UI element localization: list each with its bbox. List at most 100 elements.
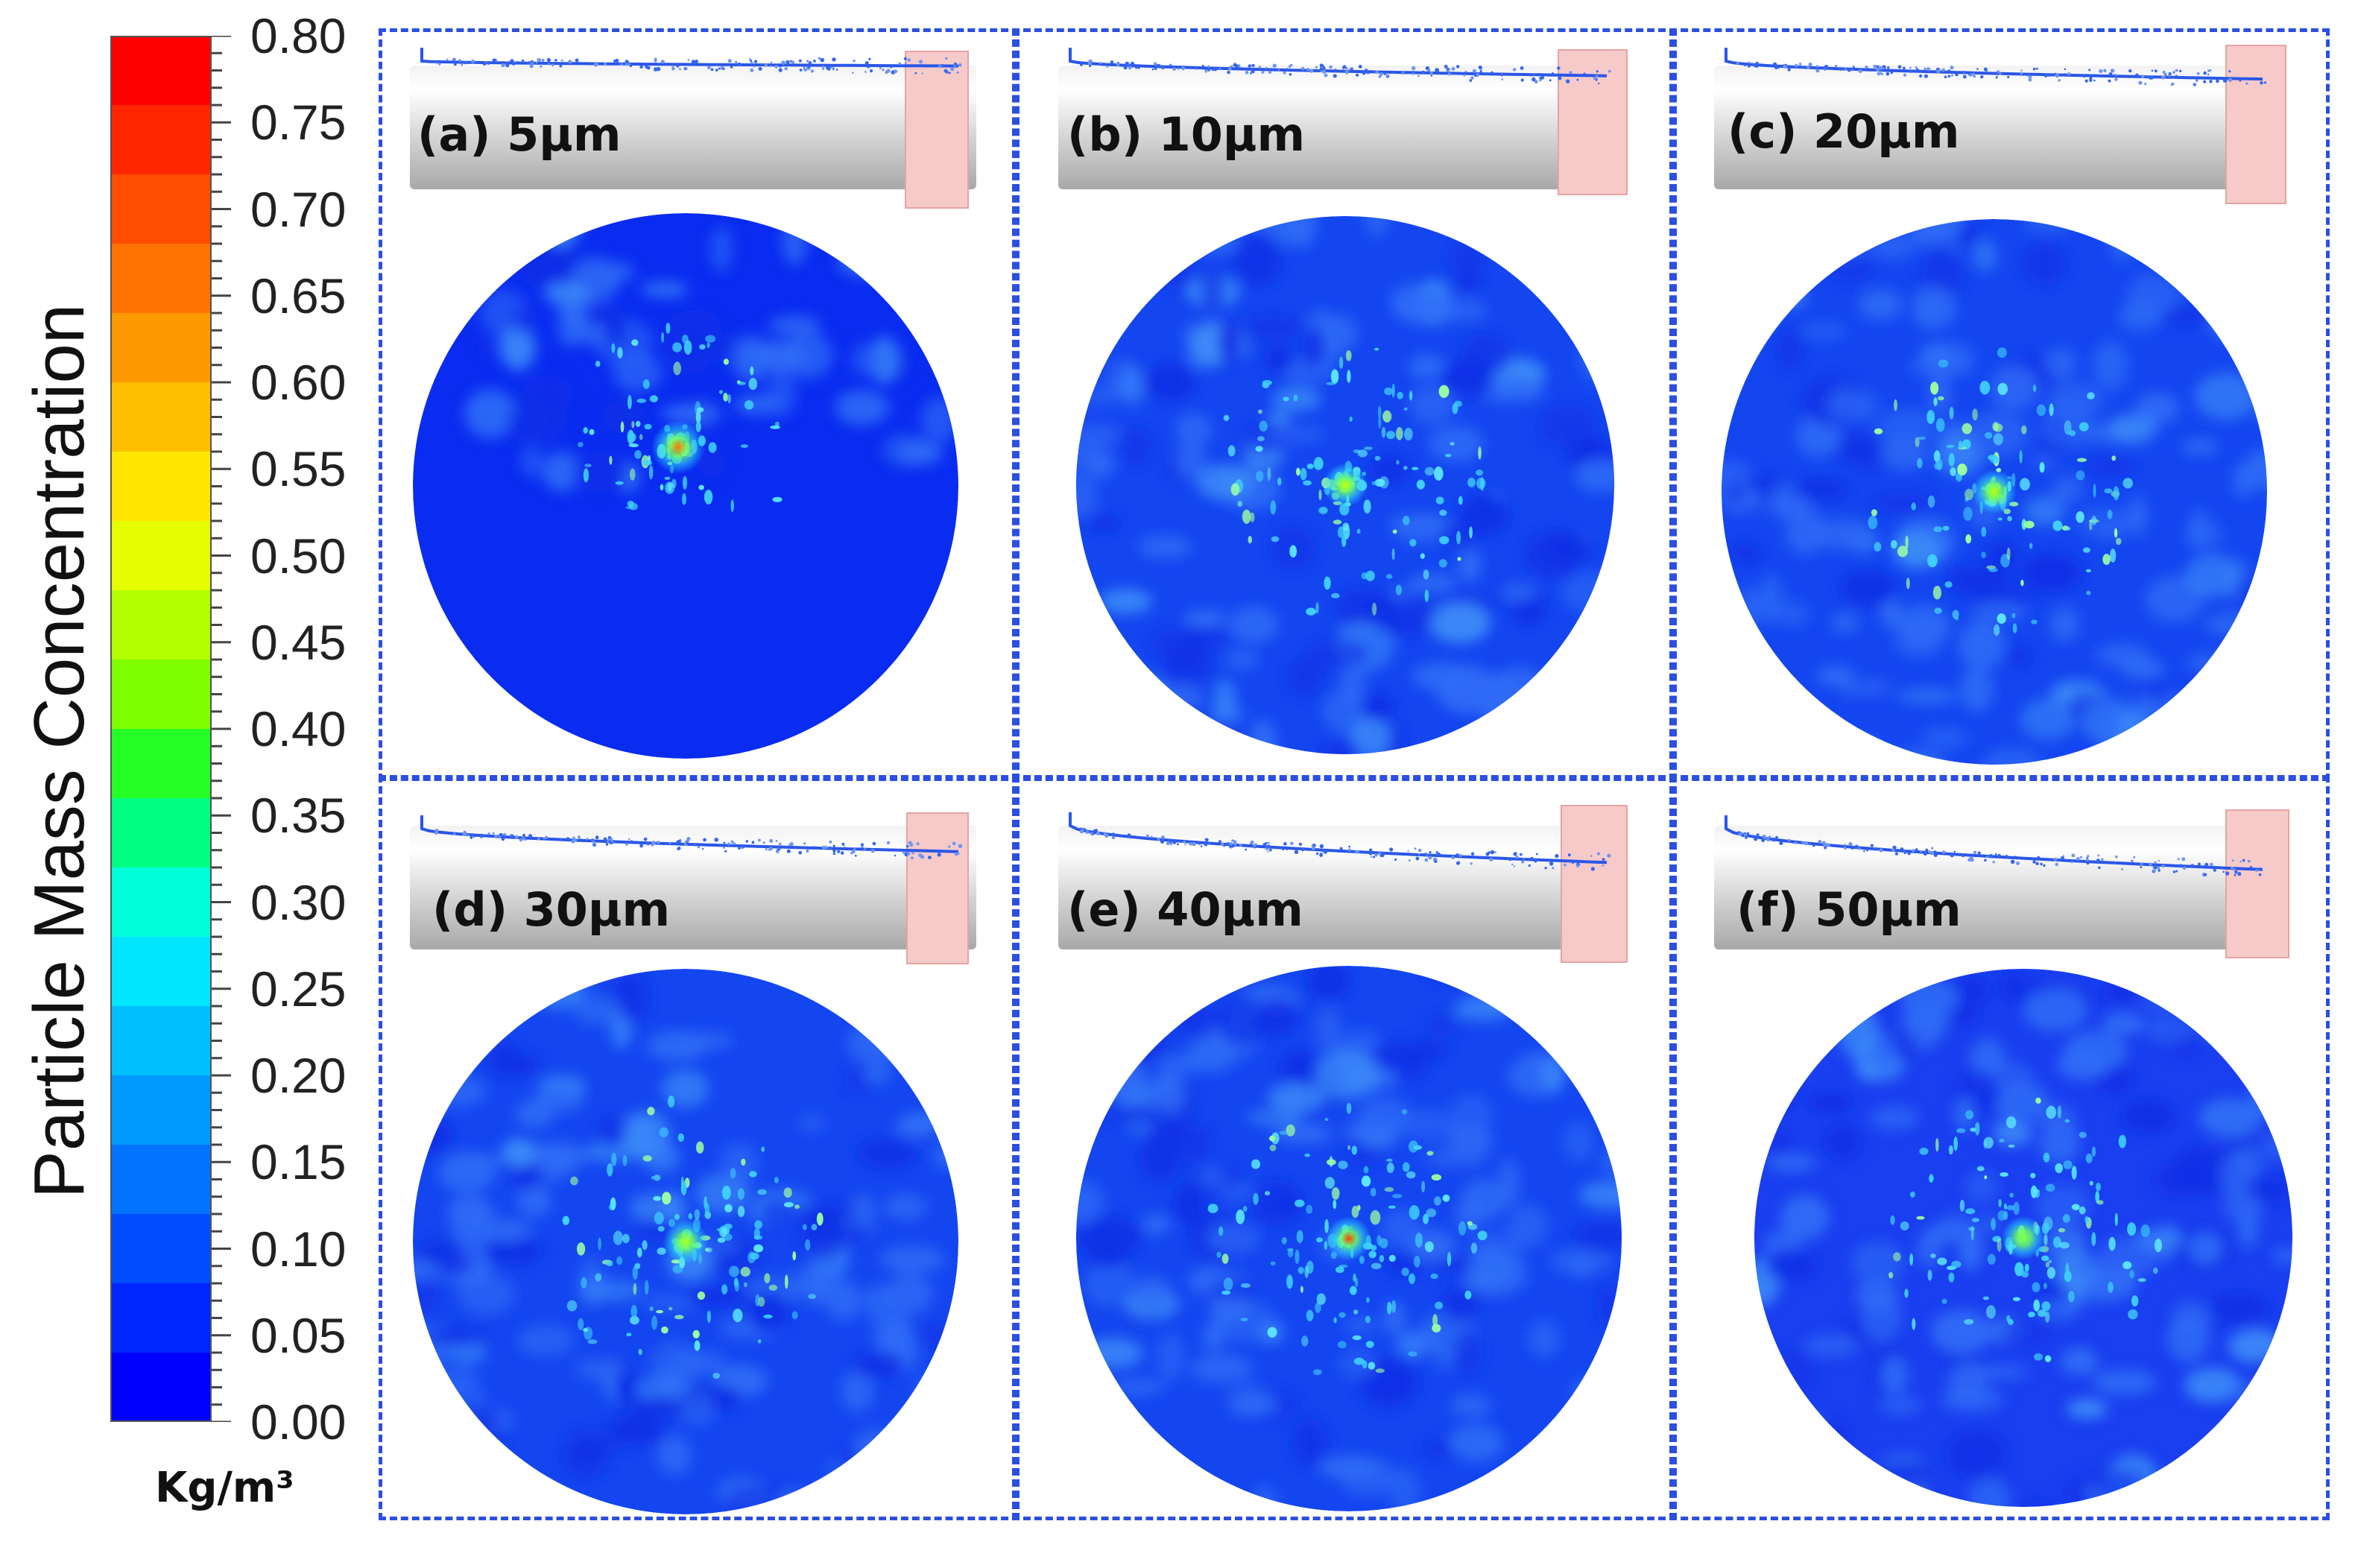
- particle-dot: [1394, 858, 1397, 862]
- particle-dot: [762, 841, 765, 844]
- particle-dot: [575, 58, 579, 63]
- particle-dot: [461, 63, 464, 66]
- particle-dot: [2203, 71, 2207, 75]
- concentration-speck: [2095, 1191, 2100, 1203]
- particle-dot: [1862, 850, 1866, 853]
- concentration-blob: [1598, 1067, 1620, 1116]
- particle-dot: [1976, 68, 1979, 70]
- particle-dot: [1230, 65, 1233, 68]
- particle-dot: [870, 849, 875, 853]
- particle-dot: [2175, 75, 2178, 78]
- concentration-speck: [583, 468, 589, 483]
- frame-top-right: [1669, 28, 2330, 781]
- particle-dot: [1451, 66, 1455, 71]
- particle-dot: [2239, 79, 2242, 82]
- concentration-speck: [2006, 1205, 2015, 1211]
- particle-dot: [1231, 839, 1234, 842]
- concentration-blob: [1870, 1106, 1919, 1131]
- particle-dot: [2161, 75, 2166, 80]
- particle-dot: [837, 850, 841, 853]
- concentration-speck: [2114, 1213, 2118, 1227]
- concentration-blob: [1765, 1153, 1817, 1172]
- particle-dot: [2029, 75, 2032, 79]
- particle-dot: [1915, 848, 1918, 852]
- particle-dot: [1343, 65, 1346, 69]
- particle-dot: [2103, 69, 2107, 73]
- concentration-speck: [1269, 1144, 1277, 1151]
- concentration-blob: [1400, 1109, 1455, 1141]
- trajectory-path: [1725, 48, 2263, 81]
- concentration-speck: [642, 1240, 648, 1251]
- concentration-speck: [706, 1310, 711, 1323]
- particle-dot: [1315, 66, 1318, 69]
- particle-dot: [1145, 834, 1149, 838]
- particle-dot: [1315, 852, 1319, 856]
- concentration-speck: [1301, 1335, 1309, 1347]
- pipe-outlet: [2225, 45, 2286, 204]
- particle-dot: [1844, 847, 1847, 850]
- particle-dot: [1494, 851, 1496, 853]
- particle-dot: [1774, 66, 1778, 69]
- particle-dot: [1412, 66, 1416, 71]
- concentration-speck: [1934, 607, 1942, 614]
- concentration-blob: [679, 1391, 716, 1426]
- concentration-blob: [1228, 606, 1279, 644]
- particle-dot: [2196, 72, 2200, 75]
- concentration-speck: [578, 1318, 584, 1330]
- concentration-speck: [2052, 520, 2063, 531]
- particle-dot: [1444, 64, 1448, 69]
- particle-dot: [1084, 828, 1087, 831]
- particle-dot: [695, 60, 698, 63]
- particle-dot: [1576, 864, 1580, 868]
- concentration-blob: [1874, 976, 1900, 999]
- concentration-speck: [1250, 512, 1255, 522]
- concentration-blob: [448, 1341, 487, 1365]
- concentration-speck: [740, 444, 748, 448]
- particle-dot: [654, 67, 658, 72]
- particle-dot: [2114, 862, 2117, 864]
- concentration-speck: [1283, 396, 1289, 402]
- concentration-blob: [1729, 544, 1763, 562]
- concentration-blob: [1075, 287, 1121, 327]
- particle-dot: [2036, 67, 2038, 70]
- particle-dot: [1401, 72, 1404, 75]
- concentration-blob: [1305, 639, 1369, 671]
- particle-dot: [1866, 847, 1868, 850]
- concentration-blob: [1722, 701, 1752, 749]
- particle-dot: [1824, 846, 1827, 850]
- concentration-speck: [1981, 526, 1987, 537]
- concentration-speck: [1363, 499, 1371, 514]
- concentration-speck: [747, 1251, 756, 1264]
- concentration-speck: [1430, 1273, 1438, 1280]
- particle-dot: [2172, 71, 2175, 74]
- particle-dot: [472, 835, 475, 838]
- particle-dot: [1289, 73, 1292, 76]
- particle-dot: [753, 60, 758, 63]
- particle-dot: [1973, 850, 1977, 854]
- concentration-speck: [1926, 410, 1935, 424]
- particle-dot: [1333, 74, 1337, 78]
- concentration-blob: [438, 1406, 499, 1434]
- particle-dot: [2020, 69, 2023, 72]
- concentration-speck: [1223, 1277, 1233, 1291]
- particle-dot: [1856, 845, 1859, 849]
- particle-dot: [1885, 72, 1890, 76]
- concentration-blob: [1368, 592, 1400, 633]
- concentration-blob: [2255, 1357, 2280, 1404]
- particle-dot: [2053, 857, 2058, 862]
- particle-dot: [1253, 844, 1256, 847]
- particle-dot: [1239, 843, 1242, 847]
- particle-dot: [470, 836, 473, 839]
- particle-dot: [1251, 63, 1255, 68]
- concentration-blob: [2142, 993, 2184, 1012]
- colorbar-tick-label: 0.75: [250, 95, 347, 151]
- particle-dot: [657, 841, 660, 844]
- concentration-speck: [697, 1292, 706, 1300]
- particle-dot: [1131, 66, 1134, 68]
- concentration-speck: [761, 1146, 765, 1152]
- concentration-speck: [2129, 1270, 2134, 1279]
- particle-dot: [841, 842, 845, 846]
- particle-dot: [1834, 64, 1838, 68]
- concentration-speck: [584, 464, 592, 467]
- particle-dot: [2239, 860, 2242, 863]
